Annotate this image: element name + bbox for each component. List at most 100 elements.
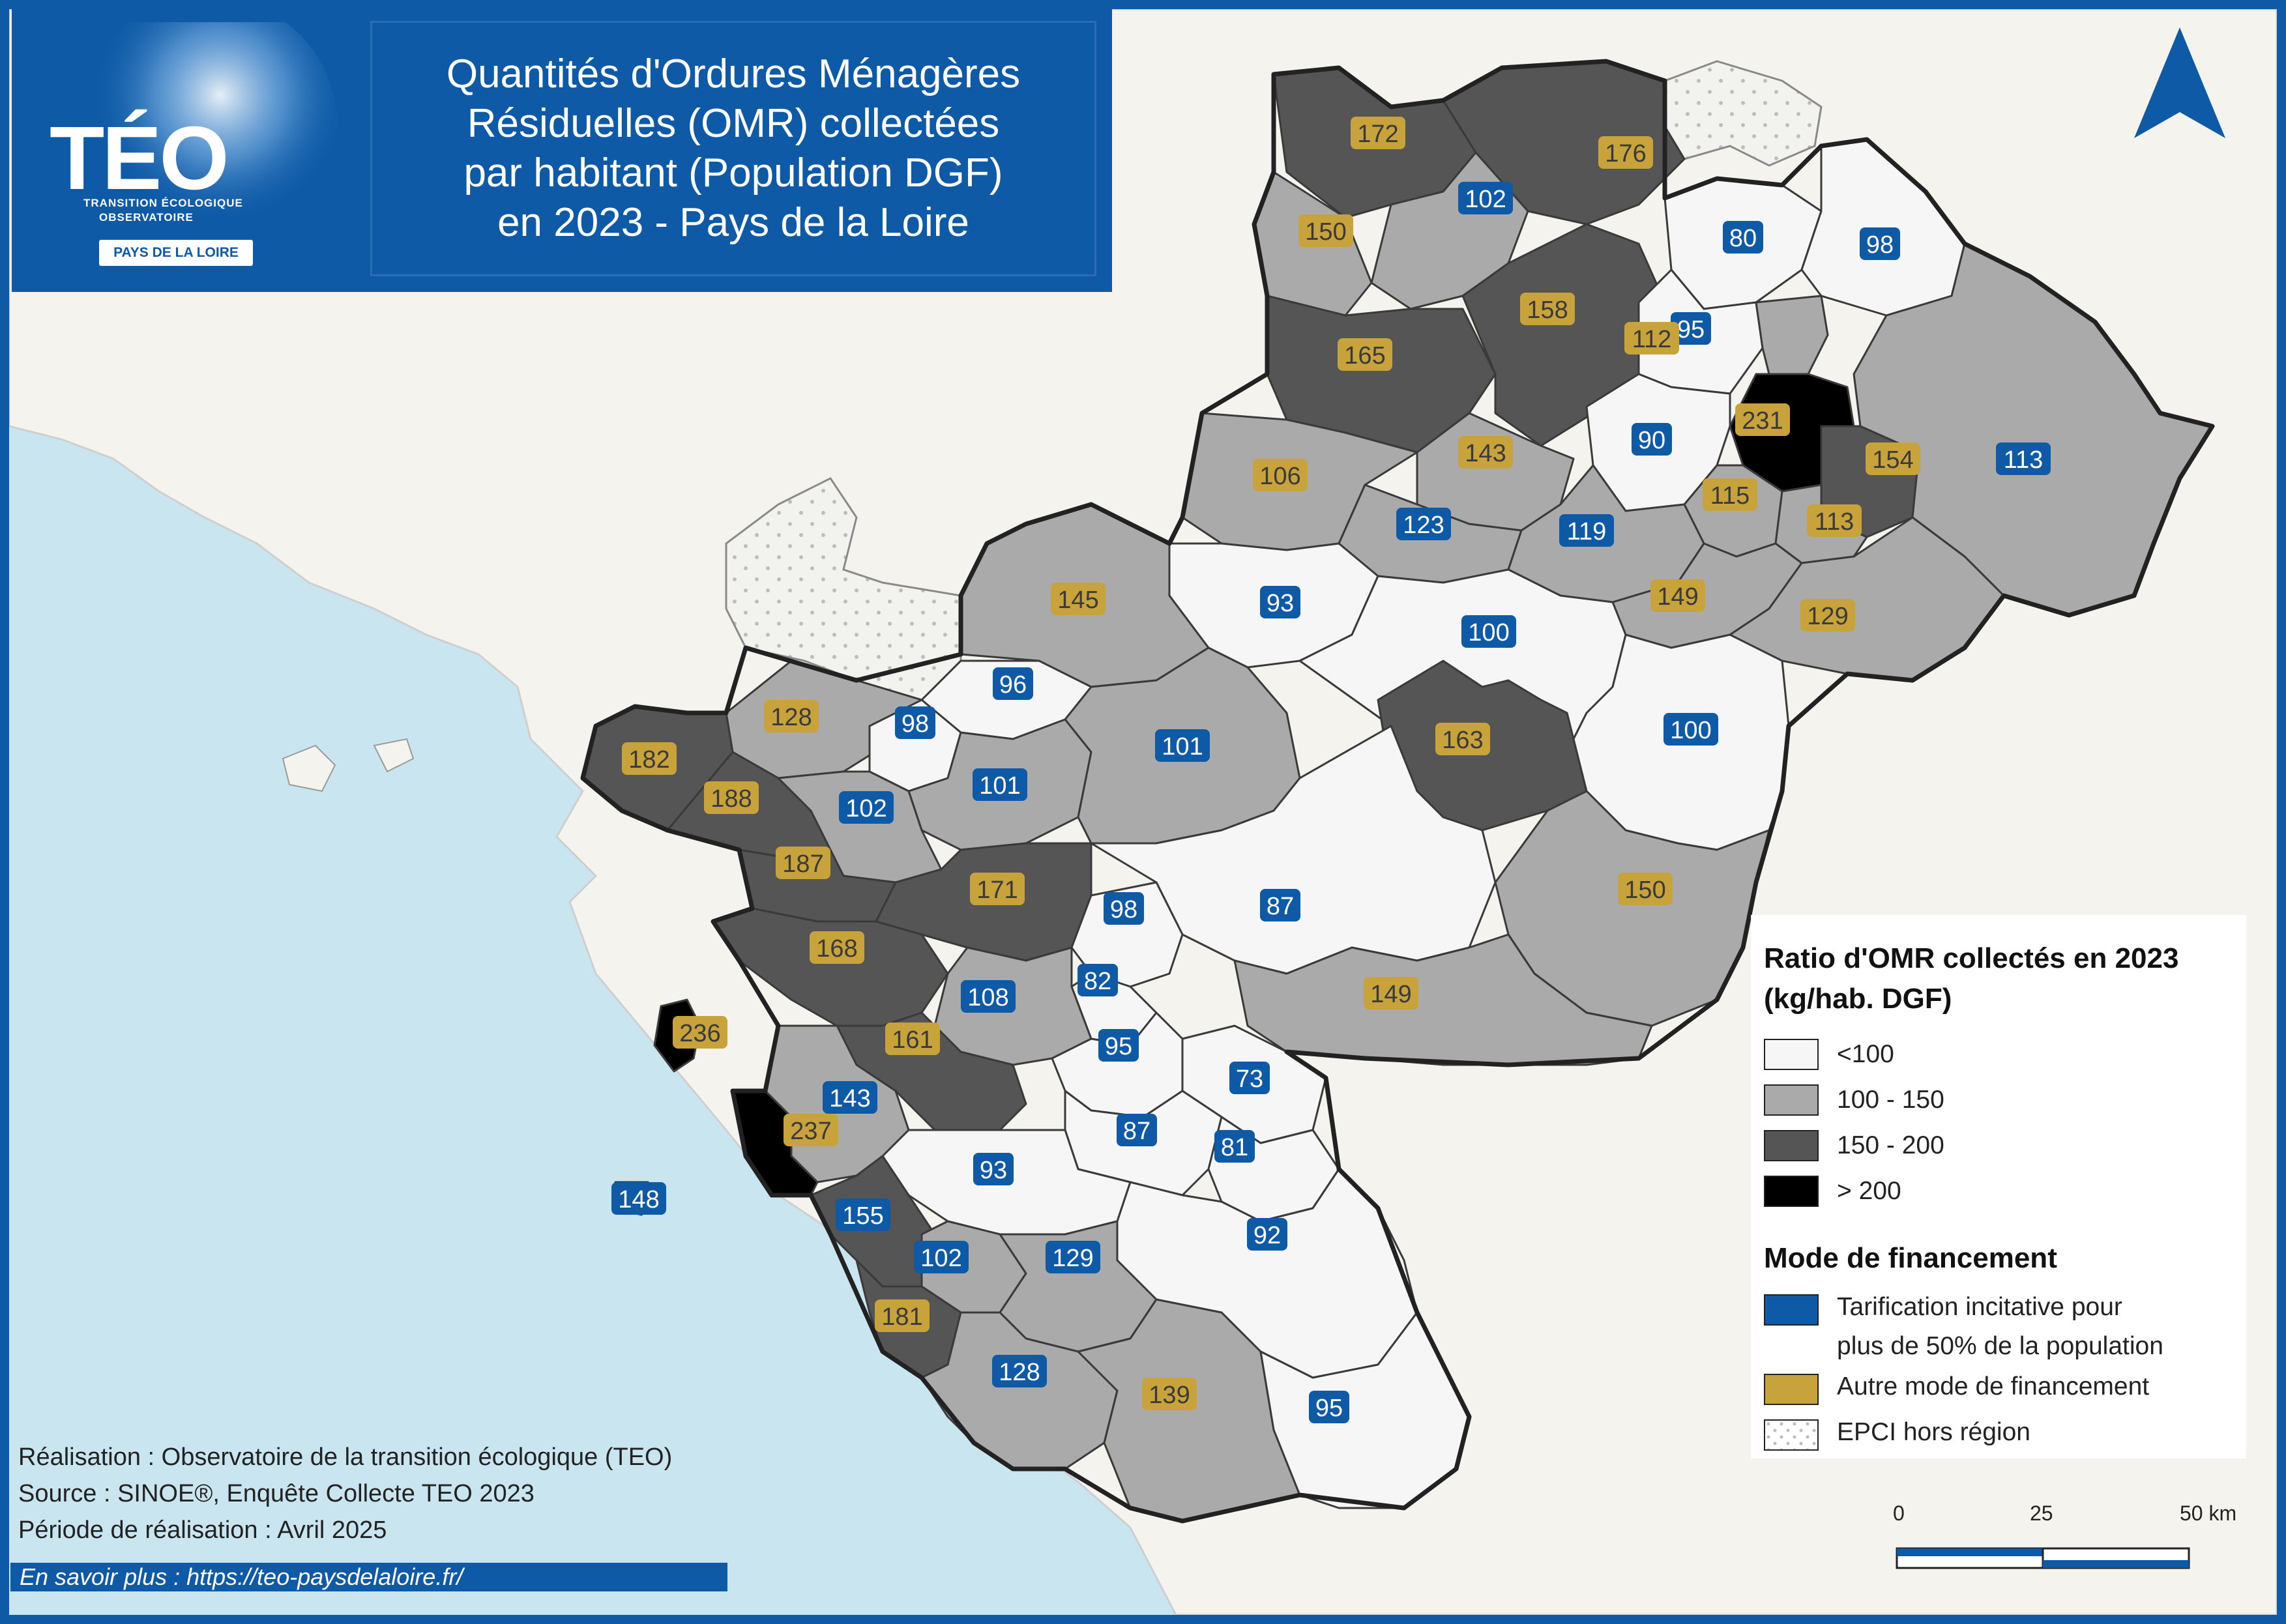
epci-label-text: 81 bbox=[1221, 1134, 1248, 1161]
epci-label-badge bbox=[1860, 227, 1900, 260]
epci-label-badge bbox=[973, 768, 1027, 801]
epci-value-label: 165 bbox=[1338, 338, 1392, 371]
epci-label-badge bbox=[961, 980, 1016, 1013]
epci-polygons bbox=[581, 60, 2214, 1522]
logo-wordmark: TÉO bbox=[50, 108, 229, 209]
epci-label-badge bbox=[611, 1182, 666, 1215]
epci-label-badge bbox=[973, 1153, 1014, 1185]
epci-label-badge bbox=[764, 700, 819, 732]
epci-label-text: 102 bbox=[1465, 186, 1506, 213]
epci-value-label: 148 bbox=[611, 1182, 666, 1215]
legend-swatch-gt200 bbox=[1764, 1176, 1819, 1207]
scale-tick-25: 25 bbox=[2030, 1501, 2053, 1525]
legend-label-150-200: 150 - 200 bbox=[1837, 1131, 1944, 1159]
epci-label-badge bbox=[1807, 504, 1862, 537]
epci-value-label: 149 bbox=[1650, 579, 1705, 612]
epci-label-text: 128 bbox=[770, 704, 812, 731]
epci-label-badge bbox=[1671, 312, 1711, 345]
epci-label-text: 123 bbox=[1403, 512, 1444, 539]
logo-region-badge: PAYS DE LA LOIRE bbox=[99, 240, 253, 266]
epci-label-badge bbox=[992, 1355, 1047, 1387]
epci-value-label: 161 bbox=[885, 1022, 940, 1055]
epci-label-text: 100 bbox=[1670, 717, 1711, 744]
epci-value-label: 231 bbox=[1735, 403, 1790, 436]
epci-value-label: 119 bbox=[1559, 514, 1614, 547]
epci-label-text: 139 bbox=[1149, 1382, 1190, 1409]
epci-label-text: 113 bbox=[2004, 446, 2044, 474]
epci-102-west[interactable] bbox=[777, 770, 943, 884]
epci-value-label: 155 bbox=[836, 1198, 890, 1231]
epci-label-badge bbox=[1117, 1114, 1157, 1146]
epci-label-text: 102 bbox=[920, 1245, 961, 1272]
epci-label-badge bbox=[1104, 892, 1144, 925]
credit-source: Source : SINOE®, Enquête Collecte TEO 20… bbox=[18, 1480, 535, 1507]
epci-label-text: 93 bbox=[980, 1157, 1007, 1184]
epci-value-label: 145 bbox=[1051, 583, 1106, 615]
legend-swatch-outside-region bbox=[1764, 1419, 1819, 1451]
epci-label-text: 129 bbox=[1052, 1245, 1093, 1272]
epci-label-text: 181 bbox=[881, 1303, 922, 1331]
epci-value-label: 187 bbox=[776, 847, 830, 879]
epci-value-label: 128 bbox=[992, 1355, 1047, 1387]
epci-value-label: 102 bbox=[914, 1241, 969, 1273]
epci-87-mid[interactable] bbox=[1090, 725, 1497, 975]
epci-label-text: 148 bbox=[618, 1186, 659, 1213]
epci-value-label: 181 bbox=[875, 1299, 930, 1332]
logo-subtitle-2: OBSERVATOIRE bbox=[99, 211, 194, 224]
more-info-link[interactable]: En savoir plus : https://teo-paysdelaloi… bbox=[10, 1563, 727, 1591]
epci-168[interactable] bbox=[712, 907, 949, 1027]
epci-label-text: 73 bbox=[1236, 1066, 1263, 1093]
epci-label-text: 80 bbox=[1729, 225, 1757, 252]
epci-label-badge bbox=[823, 1081, 877, 1114]
epci-label-badge bbox=[1624, 322, 1679, 355]
epci-label-text: 176 bbox=[1605, 140, 1646, 167]
epci-value-label: 98 bbox=[1860, 227, 1900, 260]
epci-label-badge bbox=[1253, 459, 1308, 491]
epci-value-label: 113 bbox=[1996, 442, 2051, 475]
credit-period: Période de réalisation : Avril 2025 bbox=[18, 1516, 387, 1544]
epci-value-label: 154 bbox=[1866, 442, 1920, 475]
legend-swatch-other-financing bbox=[1764, 1374, 1819, 1405]
epci-label-badge bbox=[1351, 117, 1405, 149]
epci-label-text: 154 bbox=[1872, 446, 1913, 474]
epci-label-badge bbox=[1214, 1130, 1255, 1163]
epci-129-east[interactable] bbox=[1729, 516, 2005, 682]
epci-value-label: 129 bbox=[1800, 599, 1855, 631]
epci-value-label: 112 bbox=[1624, 322, 1679, 355]
epci-label-text: 93 bbox=[1267, 590, 1294, 617]
epci-label-text: 90 bbox=[1638, 427, 1665, 454]
epci-label-text: 145 bbox=[1057, 587, 1098, 614]
epci-value-label: 95 bbox=[1098, 1029, 1139, 1062]
epci-label-badge bbox=[1800, 599, 1855, 631]
epci-label-text: 143 bbox=[1465, 440, 1506, 467]
epci-value-label: 149 bbox=[1364, 977, 1418, 1009]
epci-label-badge bbox=[1461, 615, 1516, 648]
legend-label-incitative-2: plus de 50% de la population bbox=[1837, 1332, 2163, 1360]
epci-label-badge bbox=[1298, 214, 1353, 247]
teo-logo-dots-icon bbox=[77, 22, 338, 257]
epci-label-badge bbox=[1996, 442, 2051, 475]
north-arrow-icon bbox=[2134, 27, 2225, 138]
epci-label-text: 188 bbox=[711, 785, 752, 813]
epci-value-label: 92 bbox=[1247, 1218, 1287, 1251]
epci-label-text: 101 bbox=[1162, 733, 1203, 761]
epci-label-text: 106 bbox=[1259, 463, 1300, 490]
epci-label-badge bbox=[1309, 1391, 1349, 1423]
epci-label-badge bbox=[1142, 1378, 1197, 1410]
epci-value-label: 101 bbox=[1155, 729, 1210, 762]
epci-label-text: 108 bbox=[967, 984, 1008, 1011]
epci-label-text: 168 bbox=[816, 935, 857, 963]
legend-label-lt100: <100 bbox=[1837, 1040, 1894, 1068]
epci-value-label: 81 bbox=[1214, 1130, 1255, 1163]
epci-value-label: 236 bbox=[673, 1016, 727, 1049]
epci-label-badge bbox=[1338, 338, 1392, 371]
epci-label-text: 155 bbox=[842, 1202, 883, 1230]
epci-label-badge bbox=[1618, 873, 1673, 905]
epci-label-badge bbox=[1723, 221, 1763, 254]
epci-value-label: 171 bbox=[970, 873, 1025, 905]
epci-label-text: 158 bbox=[1527, 297, 1568, 324]
epci-label-badge bbox=[776, 847, 830, 879]
region-border bbox=[580, 59, 2215, 1524]
epci-value-label: 98 bbox=[895, 706, 935, 739]
epci-label-badge bbox=[1098, 1029, 1139, 1062]
